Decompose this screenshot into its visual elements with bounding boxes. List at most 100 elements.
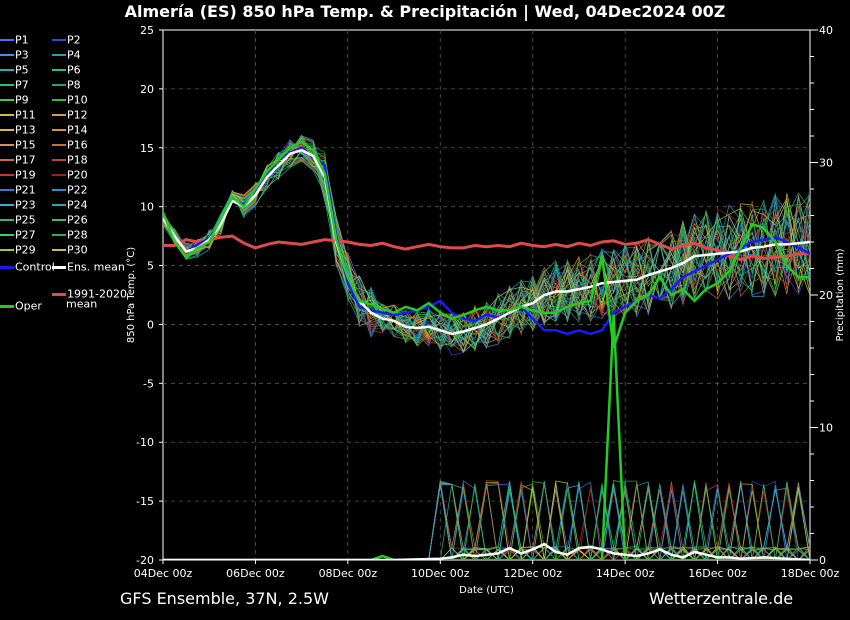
legend-swatch xyxy=(0,84,14,86)
legend-item-p30: P30 xyxy=(52,242,88,257)
member-precip-line xyxy=(163,481,810,560)
tick-label-x: 14Dec 00z xyxy=(596,567,655,580)
legend-swatch xyxy=(52,39,66,41)
legend-label: P15 xyxy=(15,138,36,152)
tick-label-x: 12Dec 00z xyxy=(503,567,562,580)
plot-area xyxy=(163,134,810,560)
legend-label-control: Control xyxy=(15,260,55,274)
legend-swatch xyxy=(0,114,14,116)
legend-item-p5: P5 xyxy=(0,62,29,77)
legend-item-p19: P19 xyxy=(0,167,36,182)
legend-item-p23: P23 xyxy=(0,197,36,212)
legend-swatch xyxy=(0,219,14,221)
legend-swatch xyxy=(52,204,66,206)
legend-label: P8 xyxy=(67,78,81,92)
legend-item-p24: P24 xyxy=(52,197,88,212)
legend-label-climate-line2: mean xyxy=(66,297,98,311)
legend-item-p2: P2 xyxy=(52,32,81,47)
tick-label-y-left: 20 xyxy=(140,83,154,96)
tick-label-y-left: -15 xyxy=(136,495,154,508)
legend-swatch xyxy=(52,99,66,101)
legend-item-p14: P14 xyxy=(52,122,88,137)
tick-label-y-left: -5 xyxy=(143,377,154,390)
legend-item-climate-mean-line2: mean xyxy=(66,296,97,311)
tick-label-y-right: 0 xyxy=(819,554,826,567)
member-temp-line xyxy=(163,139,810,347)
x-axis-title: Date (UTC) xyxy=(459,585,514,596)
member-precip-line xyxy=(163,480,810,560)
tick-label-x: 10Dec 00z xyxy=(411,567,470,580)
legend-swatch-oper xyxy=(0,304,14,308)
legend-label: P18 xyxy=(67,153,88,167)
legend-item-p22: P22 xyxy=(52,182,88,197)
legend-label: P27 xyxy=(15,228,36,242)
legend-item-p13: P13 xyxy=(0,122,36,137)
member-precip-line xyxy=(163,481,810,560)
legend-swatch xyxy=(52,249,66,251)
tick-label-y-right: 20 xyxy=(819,289,833,302)
legend-swatch xyxy=(0,39,14,41)
legend-swatch xyxy=(0,189,14,191)
legend-label: P6 xyxy=(67,63,81,77)
legend-label: P9 xyxy=(15,93,29,107)
legend-item-p1: P1 xyxy=(0,32,29,47)
legend-swatch-ens-mean xyxy=(52,265,66,269)
tick-label-x: 08Dec 00z xyxy=(319,567,378,580)
legend-item-p28: P28 xyxy=(52,227,88,242)
legend-swatch xyxy=(52,144,66,146)
legend-item-p6: P6 xyxy=(52,62,81,77)
member-precip-line xyxy=(163,483,810,560)
tick-label-y-left: 10 xyxy=(140,201,154,214)
legend-swatch xyxy=(52,114,66,116)
legend-swatch xyxy=(0,69,14,71)
legend-label: P14 xyxy=(67,123,88,137)
legend-label: P24 xyxy=(67,198,88,212)
legend-swatch xyxy=(0,129,14,131)
legend-label-oper: Oper xyxy=(15,299,42,313)
legend-label: P30 xyxy=(67,243,88,257)
legend-item-p15: P15 xyxy=(0,137,36,152)
legend-swatch xyxy=(0,54,14,56)
y-axis-title-left: 850 hPa Temp. (°C) xyxy=(126,247,137,343)
tick-label-x: 06Dec 00z xyxy=(226,567,285,580)
legend-swatch xyxy=(52,69,66,71)
legend-item-p11: P11 xyxy=(0,107,36,122)
legend-swatch-climate-mean xyxy=(52,292,66,296)
legend-item-control: Control xyxy=(0,259,55,274)
legend-label: P28 xyxy=(67,228,88,242)
legend-item-p18: P18 xyxy=(52,152,88,167)
legend-item-p17: P17 xyxy=(0,152,36,167)
legend-label: P26 xyxy=(67,213,88,227)
oper-line xyxy=(163,140,810,349)
legend-item-oper: Oper xyxy=(0,298,42,313)
legend-label-ens-mean: Ens. mean xyxy=(67,260,125,274)
legend-item-p29: P29 xyxy=(0,242,36,257)
legend: P1 P2 P3 P4 P5 P6 P7 P8 P9 P10 P11 P12 P13 P14 P15 P16 P… xyxy=(0,32,135,322)
member-precip-line xyxy=(163,481,810,560)
legend-swatch xyxy=(0,174,14,176)
legend-label: P25 xyxy=(15,213,36,227)
legend-label: P12 xyxy=(67,108,88,122)
tick-label-y-left: -10 xyxy=(136,436,154,449)
y-axis-title-right: Precipitation (mm) xyxy=(835,248,846,341)
legend-label: P7 xyxy=(15,78,29,92)
legend-label: P29 xyxy=(15,243,36,257)
member-temp-line xyxy=(163,147,810,347)
legend-label: P21 xyxy=(15,183,36,197)
tick-label-y-right: 30 xyxy=(819,157,833,170)
tick-label-x: 04Dec 00z xyxy=(134,567,193,580)
legend-swatch xyxy=(0,99,14,101)
legend-swatch xyxy=(52,219,66,221)
legend-label: P17 xyxy=(15,153,36,167)
member-temp-line xyxy=(163,150,810,350)
legend-swatch xyxy=(52,54,66,56)
tick-label-y-right: 40 xyxy=(819,24,833,37)
legend-swatch xyxy=(0,249,14,251)
tick-label-y-left: -20 xyxy=(136,554,154,567)
chart-title: Almería (ES) 850 hPa Temp. & Precipitaci… xyxy=(124,2,726,21)
footer-source: GFS Ensemble, 37N, 2.5W xyxy=(120,589,329,608)
member-precip-line xyxy=(163,480,810,560)
legend-item-ens-mean: Ens. mean xyxy=(52,259,125,274)
ens-mean-precip-line xyxy=(163,542,810,560)
